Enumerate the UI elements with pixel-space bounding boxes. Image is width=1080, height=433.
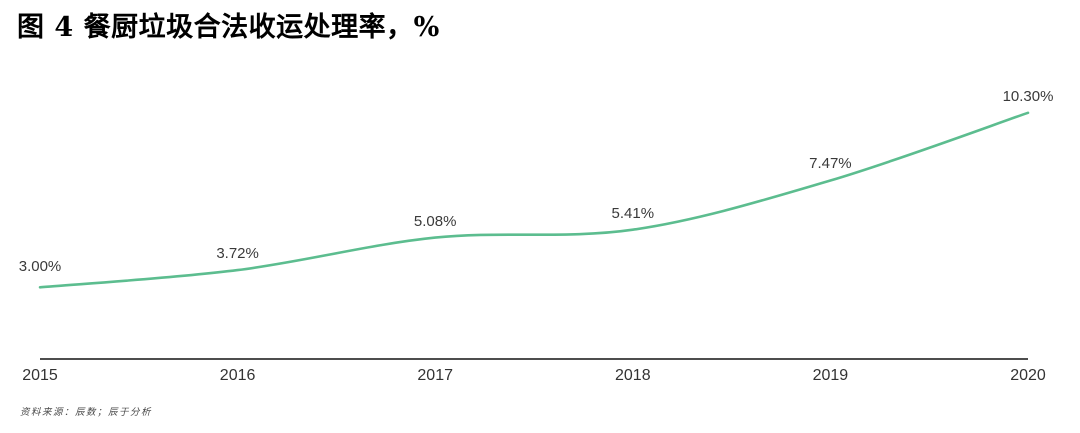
- data-label: 5.41%: [611, 204, 655, 222]
- data-label: 7.47%: [809, 155, 852, 173]
- x-tick-label: 2015: [22, 367, 58, 384]
- x-tick-label: 2019: [812, 367, 849, 384]
- data-label: 3.00%: [18, 258, 62, 276]
- x-tick-label: 2020: [1010, 367, 1046, 384]
- x-tick-label: 2017: [417, 367, 453, 384]
- figure-title: 图 4 餐厨垃圾合法收运处理率，%: [17, 12, 440, 43]
- source-note: 资料来源：辰数；辰于分析: [20, 407, 153, 418]
- x-tick-label: 2018: [615, 367, 651, 384]
- data-label: 3.72%: [216, 245, 259, 263]
- x-tick-label: 2016: [219, 367, 256, 384]
- data-label: 5.08%: [413, 212, 457, 230]
- data-label: 10.30%: [1002, 87, 1054, 105]
- series-line: [38, 111, 1030, 289]
